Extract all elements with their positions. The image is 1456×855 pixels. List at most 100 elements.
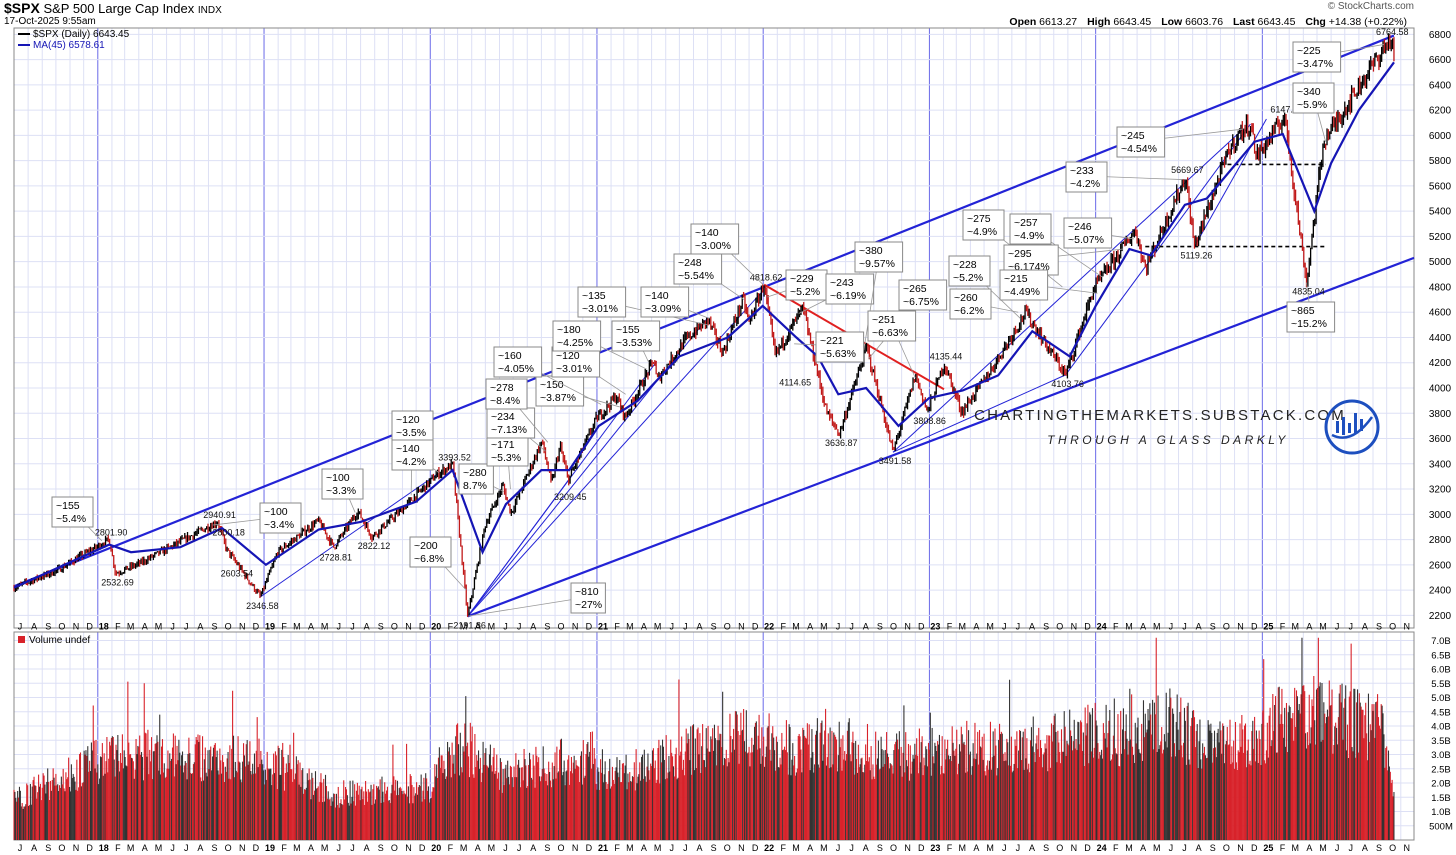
callout-percent: ~3.4%	[264, 519, 294, 531]
callout-value: ~135	[582, 290, 606, 302]
timestamp: 17-Oct-2025 9:55am	[4, 16, 96, 27]
y-tick-label: 500M	[1429, 821, 1453, 832]
x-tick-label: J	[849, 843, 854, 853]
price-point-label: 4835.04	[1292, 287, 1325, 297]
x-tick-label: M	[820, 843, 828, 853]
trendline	[260, 473, 438, 598]
x-tick-label: F	[614, 622, 620, 632]
x-tick-label: A	[863, 843, 869, 853]
callout-box	[458, 463, 494, 495]
x-tick-label: J	[170, 843, 175, 853]
callout-percent: ~5.2%	[790, 286, 820, 298]
callout-box	[611, 320, 661, 352]
x-tick-label: A	[696, 622, 702, 632]
y-tick-label: 2.5B	[1431, 764, 1451, 775]
x-tick-label: A	[973, 843, 979, 853]
callout-leader	[468, 596, 589, 617]
price-point-label: 2728.81	[319, 553, 352, 563]
chg-label: Chg	[1305, 16, 1326, 28]
x-tick-label: F	[781, 622, 787, 632]
callout-percent: ~3.01%	[556, 363, 592, 375]
x-tick-label: S	[877, 622, 883, 632]
callout-box	[409, 536, 452, 568]
price-point-label: 5119.26	[1181, 251, 1213, 261]
x-tick-label: F	[614, 843, 620, 853]
callout-box	[948, 255, 991, 287]
y-tick-label: 6400	[1429, 80, 1452, 91]
x-tick-label: A	[1140, 622, 1146, 632]
callout-value: ~140	[396, 443, 420, 455]
x-tick-label: A	[973, 622, 979, 632]
callout-box	[321, 468, 364, 500]
price-point-label: 2191.86	[453, 620, 486, 630]
x-tick-label: D	[1084, 843, 1091, 853]
price-point-label: 2801.90	[95, 527, 128, 537]
x-tick-label: F	[1113, 843, 1119, 853]
callout-percent: ~5.63%	[820, 348, 856, 360]
x-tick-label: A	[1362, 622, 1368, 632]
x-tick-label: D	[419, 622, 426, 632]
x-tick-label: O	[558, 843, 565, 853]
x-tick-label: A	[142, 843, 148, 853]
x-tick-label: F	[448, 843, 454, 853]
x-tick-label: N	[904, 622, 911, 632]
x-tick-label: M	[959, 843, 967, 853]
x-tick-label: J	[1335, 843, 1340, 853]
price-point-label: 2532.69	[101, 577, 134, 587]
x-tick-label: A	[1196, 843, 1202, 853]
y-tick-label: 3.0B	[1431, 750, 1451, 761]
x-tick-label: A	[31, 843, 37, 853]
callout-value: ~120	[556, 350, 580, 362]
ohlc-readout: Open 6613.27 High 6643.45 Low 6603.76 La…	[1009, 16, 1414, 28]
x-tick-label: O	[225, 843, 232, 853]
x-tick-label: S	[544, 622, 550, 632]
x-tick-label: 20	[431, 622, 441, 632]
callout-value: ~295	[1008, 248, 1032, 260]
y-tick-label: 6000	[1429, 131, 1452, 142]
y-tick-label: 4.5B	[1431, 707, 1451, 718]
x-tick-label: S	[1210, 622, 1216, 632]
chart-title: $SPX S&P 500 Large Cap Index INDX	[4, 0, 222, 16]
callout-value: ~200	[414, 540, 438, 552]
x-tick-label: D	[1251, 843, 1258, 853]
x-tick-label: O	[1389, 843, 1396, 853]
callout-box	[867, 310, 917, 342]
watermark-tagline: THROUGH A GLASS DARKLY	[1047, 433, 1289, 447]
x-tick-label: J	[836, 843, 841, 853]
callout-percent: ~6.63%	[872, 327, 908, 339]
x-tick-label: A	[1140, 843, 1146, 853]
trendline	[13, 34, 1395, 588]
x-tick-label: M	[1153, 622, 1161, 632]
x-tick-label: S	[1376, 843, 1382, 853]
x-tick-label: D	[586, 622, 593, 632]
callout: ~225~3.47%	[1292, 41, 1385, 73]
x-tick-label: O	[890, 622, 897, 632]
y-tick-label: 2.0B	[1431, 779, 1451, 790]
price-point-label: 4818.62	[750, 273, 783, 283]
x-tick-label: O	[1223, 622, 1230, 632]
x-tick-label: D	[586, 843, 593, 853]
callout-box	[570, 582, 606, 614]
y-tick-label: 6.5B	[1431, 650, 1451, 661]
callout-box	[1009, 213, 1052, 245]
x-tick-label: M	[1125, 622, 1133, 632]
callout-box	[51, 496, 94, 528]
x-tick-label: S	[1043, 622, 1049, 632]
x-tick-label: 22	[764, 622, 774, 632]
open-label: Open	[1009, 16, 1037, 28]
callout: ~865~15.2%	[1286, 282, 1336, 333]
callout-percent: ~27%	[575, 599, 602, 611]
callout: ~155~3.53%	[611, 320, 661, 363]
credit: © StockCharts.com	[1327, 1, 1414, 12]
callout-percent: ~4.9%	[967, 226, 997, 238]
y-tick-label: 5400	[1429, 207, 1452, 218]
x-tick-label: N	[572, 843, 579, 853]
x-tick-label: M	[959, 622, 967, 632]
x-tick-label: O	[1223, 843, 1230, 853]
x-tick-label: J	[849, 622, 854, 632]
callout-value: ~100	[326, 472, 350, 484]
high-label: High	[1087, 16, 1111, 28]
x-tick-label: D	[419, 843, 426, 853]
callout-percent: ~3.09%	[645, 303, 681, 315]
x-tick-label: A	[696, 843, 702, 853]
